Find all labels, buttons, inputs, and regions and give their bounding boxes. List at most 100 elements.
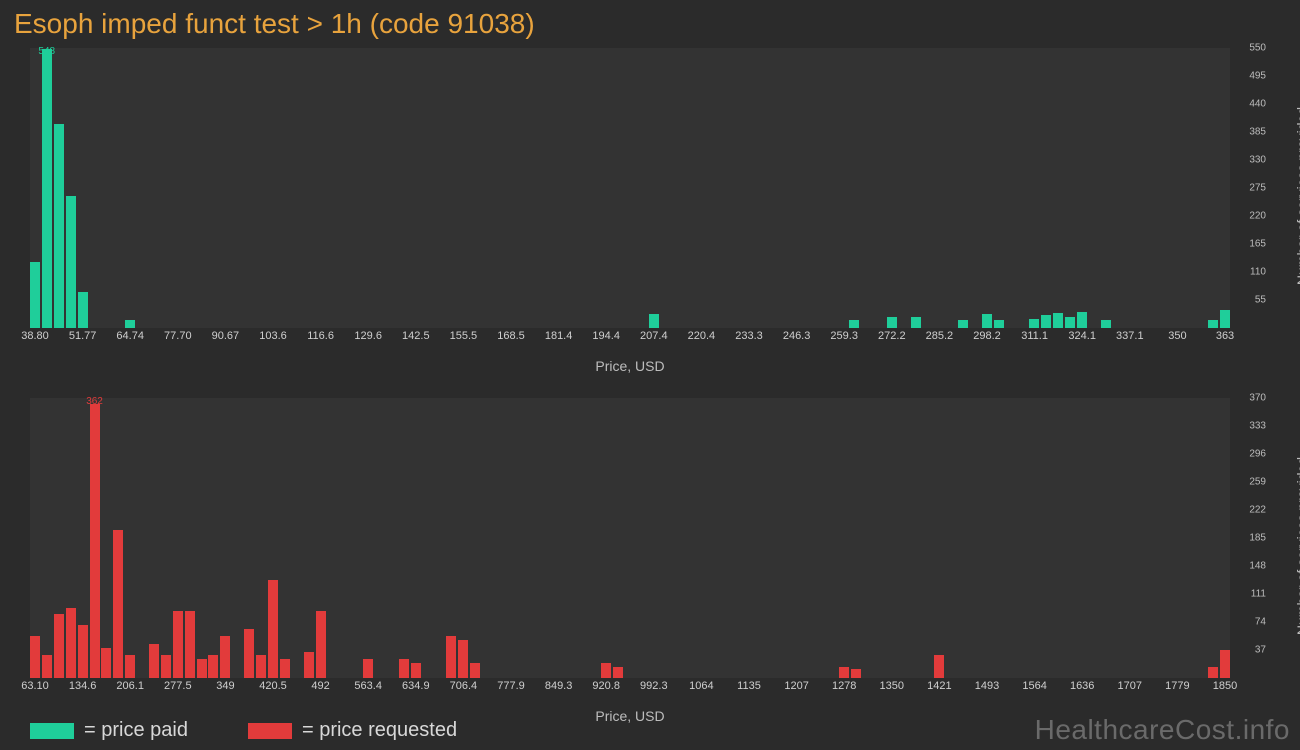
bar <box>1220 310 1230 328</box>
bar <box>173 611 183 678</box>
bar <box>54 124 64 328</box>
bar <box>30 262 40 328</box>
x-tick: 233.3 <box>735 330 763 342</box>
bar <box>42 49 52 328</box>
y-tick: 440 <box>1249 99 1266 110</box>
x-tick: 77.70 <box>164 330 192 342</box>
x-tick: 63.10 <box>21 680 49 692</box>
bar <box>185 611 195 678</box>
x-axis-label-paid: Price, USD <box>30 358 1230 374</box>
x-tick: 1707 <box>1118 680 1142 692</box>
bar <box>197 659 207 678</box>
bar <box>161 655 171 678</box>
x-tick: 350 <box>1168 330 1186 342</box>
bar <box>982 314 992 328</box>
bar <box>30 636 40 678</box>
y-tick: 385 <box>1249 127 1266 138</box>
x-tick: 181.4 <box>545 330 573 342</box>
bar <box>613 667 623 678</box>
y-axis-label-paid: Number of services provided <box>1294 107 1300 285</box>
y-tick: 370 <box>1249 393 1266 404</box>
y-tick: 110 <box>1250 267 1266 278</box>
x-tick: 420.5 <box>259 680 287 692</box>
swatch-red-icon <box>248 723 292 739</box>
legend-label-requested: = price requested <box>302 719 457 742</box>
x-tick: 272.2 <box>878 330 906 342</box>
bar <box>1101 320 1111 328</box>
bar <box>446 636 456 678</box>
y-tick: 259 <box>1249 477 1266 488</box>
x-tick: 168.5 <box>497 330 525 342</box>
x-tick: 1493 <box>975 680 999 692</box>
y-tick: 550 <box>1249 43 1266 54</box>
bar <box>1029 319 1039 328</box>
y-axis-requested: 3774111148185222259296333370 <box>1230 398 1272 678</box>
bar <box>399 659 409 678</box>
x-tick: 992.3 <box>640 680 668 692</box>
x-axis-requested: 63.10134.6206.1277.5349420.5492563.4634.… <box>30 678 1230 692</box>
bar <box>1077 312 1087 328</box>
x-tick: 1421 <box>927 680 951 692</box>
plot-area-paid: 55110165220275330385440495550 Number of … <box>30 48 1230 328</box>
x-tick: 142.5 <box>402 330 430 342</box>
x-tick: 207.4 <box>640 330 668 342</box>
bar <box>90 404 100 678</box>
y-tick: 220 <box>1249 211 1266 222</box>
x-tick: 134.6 <box>69 680 97 692</box>
x-tick: 1850 <box>1213 680 1237 692</box>
x-tick: 285.2 <box>926 330 954 342</box>
bar <box>1065 317 1075 328</box>
y-tick: 148 <box>1249 561 1266 572</box>
bar <box>316 611 326 678</box>
peak-value-label: 548 <box>38 46 55 57</box>
x-tick: 1564 <box>1022 680 1046 692</box>
bar <box>208 655 218 678</box>
x-tick: 1207 <box>784 680 808 692</box>
y-tick: 495 <box>1249 71 1266 82</box>
x-tick: 90.67 <box>212 330 240 342</box>
y-axis-paid: 55110165220275330385440495550 <box>1230 48 1272 328</box>
x-tick: 155.5 <box>450 330 478 342</box>
y-tick: 74 <box>1255 617 1266 628</box>
swatch-green-icon <box>30 723 74 739</box>
x-tick: 349 <box>216 680 234 692</box>
y-tick: 111 <box>1251 589 1266 600</box>
y-tick: 275 <box>1249 183 1266 194</box>
y-tick: 165 <box>1249 239 1266 250</box>
bar <box>601 663 611 678</box>
bar <box>1208 667 1218 678</box>
x-tick: 206.1 <box>116 680 144 692</box>
bar <box>363 659 373 678</box>
x-tick: 1350 <box>880 680 904 692</box>
watermark: HealthcareCost.info <box>1035 714 1290 746</box>
x-tick: 259.3 <box>830 330 858 342</box>
bar <box>470 663 480 678</box>
bar <box>1220 650 1230 678</box>
bar <box>42 655 52 678</box>
x-tick: 920.8 <box>592 680 620 692</box>
bar <box>849 320 859 328</box>
bar <box>1041 315 1051 328</box>
bar <box>304 652 314 678</box>
page-title: Esoph imped funct test > 1h (code 91038) <box>0 0 1300 44</box>
y-tick: 55 <box>1255 295 1266 306</box>
bar <box>280 659 290 678</box>
legend-item-paid: = price paid <box>30 719 188 742</box>
x-tick: 64.74 <box>116 330 144 342</box>
chart-price-paid: 55110165220275330385440495550 Number of … <box>30 48 1230 374</box>
bar <box>994 320 1004 328</box>
x-tick: 1135 <box>737 680 761 692</box>
bar <box>244 629 254 678</box>
x-tick: 777.9 <box>497 680 525 692</box>
peak-value-label: 362 <box>86 396 103 407</box>
bar <box>66 608 76 678</box>
y-tick: 333 <box>1249 421 1266 432</box>
x-tick: 1064 <box>689 680 713 692</box>
plot-area-requested: 3774111148185222259296333370 Number of s… <box>30 398 1230 678</box>
x-tick: 1636 <box>1070 680 1094 692</box>
bar <box>958 320 968 328</box>
y-tick: 330 <box>1249 155 1266 166</box>
bar <box>851 669 861 678</box>
x-tick: 1278 <box>832 680 856 692</box>
bar <box>78 625 88 678</box>
